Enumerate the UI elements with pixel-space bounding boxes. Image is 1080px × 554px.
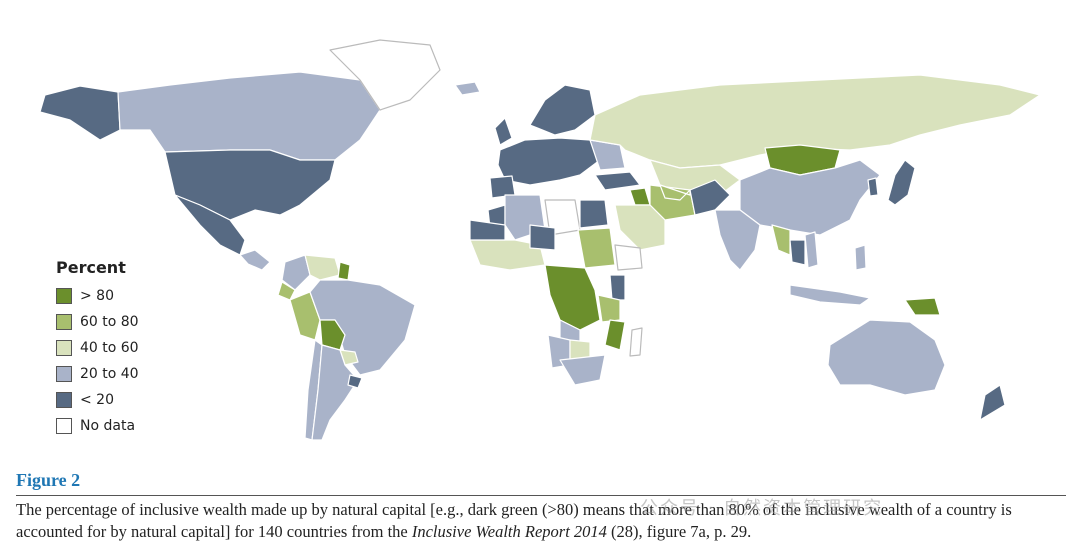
region-argentina bbox=[311, 344, 359, 441]
region-bolivia bbox=[319, 319, 346, 351]
region-philippines bbox=[854, 244, 867, 271]
legend-swatch bbox=[56, 366, 72, 382]
caption-text-2: (28), figure 7a, p. 29. bbox=[606, 522, 752, 541]
legend-label: 20 to 40 bbox=[80, 366, 139, 382]
caption-text-1: The percentage of inclusive wealth made … bbox=[16, 500, 1012, 541]
region-madagascar bbox=[629, 327, 643, 357]
legend-item: > 80 bbox=[56, 283, 139, 309]
legend-item: 20 to 40 bbox=[56, 361, 139, 387]
region-western-europe bbox=[497, 137, 601, 186]
region-mexico bbox=[174, 194, 246, 256]
region-vietnam bbox=[804, 231, 819, 269]
region-ethiopia bbox=[614, 244, 643, 271]
region-brazil bbox=[309, 279, 416, 376]
legend-label: 40 to 60 bbox=[80, 340, 139, 356]
region-greenland bbox=[329, 39, 441, 111]
region-alaska bbox=[39, 85, 121, 141]
region-iceland bbox=[454, 81, 481, 96]
region-colombia bbox=[281, 254, 311, 291]
region-indonesia bbox=[789, 284, 871, 306]
region-png bbox=[904, 297, 941, 316]
figure-caption: The percentage of inclusive wealth made … bbox=[16, 499, 1066, 543]
region-mozambique bbox=[604, 319, 626, 351]
region-sudan bbox=[577, 227, 616, 269]
region-saudi-arabia bbox=[614, 204, 666, 251]
region-niger bbox=[529, 224, 556, 251]
legend-item: No data bbox=[56, 413, 139, 439]
legend-label: No data bbox=[80, 418, 136, 434]
caption-report-title: Inclusive Wealth Report 2014 bbox=[411, 522, 607, 541]
region-russia bbox=[589, 74, 1041, 169]
legend-swatch bbox=[56, 340, 72, 356]
region-central-asia bbox=[659, 184, 691, 201]
region-turkey bbox=[594, 171, 641, 191]
region-central-america bbox=[239, 249, 271, 271]
legend-label: > 80 bbox=[80, 288, 114, 304]
legend-label: < 20 bbox=[80, 392, 114, 408]
legend-swatch bbox=[56, 314, 72, 330]
region-india bbox=[714, 209, 761, 271]
legend-item: 60 to 80 bbox=[56, 309, 139, 335]
region-mali bbox=[469, 219, 506, 241]
legend-item: < 20 bbox=[56, 387, 139, 413]
region-east-africa bbox=[609, 274, 626, 301]
region-new-zealand bbox=[979, 384, 1006, 421]
region-scandinavia bbox=[529, 84, 596, 136]
region-egypt bbox=[579, 199, 609, 229]
legend-swatch bbox=[56, 392, 72, 408]
region-myanmar bbox=[771, 224, 791, 256]
region-tanzania bbox=[597, 294, 621, 323]
legend-title: Percent bbox=[56, 258, 126, 277]
region-venezuela bbox=[304, 254, 341, 281]
region-guyana bbox=[337, 261, 351, 281]
region-central-africa bbox=[544, 264, 601, 331]
region-south-africa bbox=[559, 354, 606, 386]
region-australia bbox=[827, 319, 946, 396]
region-iraq bbox=[629, 187, 651, 206]
legend-label: 60 to 80 bbox=[80, 314, 139, 330]
caption-divider bbox=[16, 495, 1066, 496]
region-japan bbox=[887, 159, 916, 206]
legend-swatch bbox=[56, 288, 72, 304]
region-peru bbox=[289, 291, 321, 341]
map-legend: Percent > 80 60 to 80 40 to 60 20 to 40 < 20… bbox=[56, 258, 139, 439]
watermark: 公众号 · 自然资本管理研究 bbox=[640, 498, 884, 519]
figure-title: Figure 2 bbox=[16, 470, 81, 490]
legend-item: 40 to 60 bbox=[56, 335, 139, 361]
region-uk bbox=[494, 117, 513, 146]
region-thailand bbox=[789, 239, 806, 266]
region-afghanistan bbox=[689, 179, 731, 216]
region-korea bbox=[867, 177, 879, 197]
world-choropleth-map bbox=[39, 39, 1041, 441]
region-uruguay bbox=[347, 374, 363, 389]
legend-swatch bbox=[56, 418, 72, 434]
region-canada bbox=[117, 71, 381, 161]
